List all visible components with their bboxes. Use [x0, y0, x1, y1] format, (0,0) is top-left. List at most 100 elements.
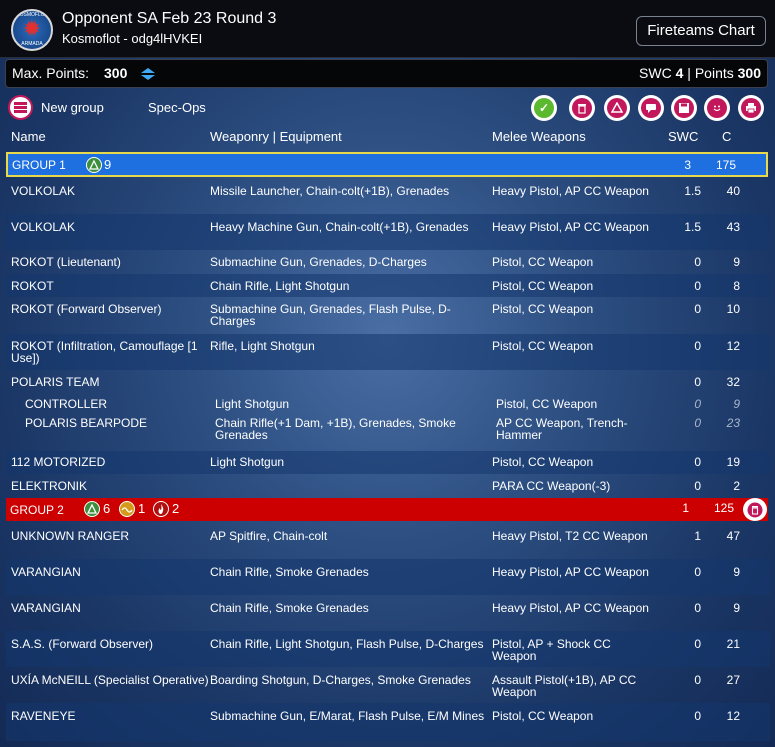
regular-order-count: 6 [103, 501, 111, 516]
triangle-order-icon[interactable] [604, 95, 630, 121]
unit-melee: Pistol, AP + Shock CC Weapon [492, 637, 611, 663]
regular-order-icon [86, 157, 102, 173]
unit-name: POLARIS TEAM [11, 375, 100, 389]
unit-name: VARANGIAN [11, 565, 81, 579]
group-swc: 1 [682, 501, 689, 515]
unit-swc: 0 [694, 397, 701, 411]
unit-melee: Heavy Pistol, AP CC Weapon [492, 220, 649, 234]
unit-name: ROKOT (Infiltration, Camouflage [1 Use]) [11, 339, 198, 365]
unit-name: VOLKOLAK [11, 184, 76, 198]
unit-name: ELEKTRONIK [11, 479, 88, 493]
check-icon[interactable]: ✓ [531, 95, 557, 121]
table-row[interactable]: ROKOT (Infiltration, Camouflage [1 Use])… [6, 334, 770, 370]
unit-cost: 2 [733, 479, 740, 493]
unit-name: ROKOT [11, 279, 54, 293]
table-row-subunit[interactable]: POLARIS BEARPODE Chain Rifle(+1 Dam, +1B… [6, 413, 770, 451]
delete-group-icon[interactable] [743, 498, 767, 521]
unit-melee: Heavy Pistol, T2 CC Weapon [492, 529, 648, 543]
unit-weapons: Submachine Gun, Grenades, D-Charges [210, 255, 427, 269]
unit-cost: 47 [726, 529, 740, 543]
table-row[interactable]: VOLKOLAK Missile Launcher, Chain-colt(+1… [6, 178, 770, 214]
unit-cost: 12 [726, 339, 740, 353]
save-icon[interactable] [671, 95, 697, 121]
trash-icon[interactable] [569, 95, 595, 121]
table-row[interactable]: UNKNOWN RANGER AP Spitfire, Chain-colt H… [6, 523, 770, 559]
unit-cost: 12 [726, 709, 740, 723]
unit-weapons: Chain Rifle, Smoke Grenades [210, 601, 369, 615]
new-group-icon[interactable] [8, 95, 33, 120]
unit-cost: 23 [726, 416, 740, 430]
table-row[interactable]: VOLKOLAK Heavy Machine Gun, Chain-colt(+… [6, 214, 770, 250]
col-name-header: Name [11, 129, 46, 144]
toolbar: New group Spec-Ops ✓ [0, 92, 775, 124]
unit-swc: 0 [694, 479, 701, 493]
col-melee-header: Melee Weapons [492, 129, 586, 144]
unit-swc: 0 [694, 302, 701, 316]
table-row-subunit[interactable]: CONTROLLER Light Shotgun Pistol, CC Weap… [6, 393, 770, 413]
group-2-header[interactable]: GROUP 2 6 1 2 1 125 [6, 498, 768, 521]
unit-swc: 0 [694, 255, 701, 269]
list-title: Opponent SA Feb 23 Round 3 [62, 10, 277, 27]
points-total: 300 [737, 65, 761, 81]
unit-weapons: Missile Launcher, Chain-colt(+1B), Grena… [210, 184, 450, 198]
new-group-button[interactable]: New group [41, 100, 104, 115]
unit-swc: 0 [694, 375, 701, 389]
unit-melee: Pistol, CC Weapon [492, 455, 594, 469]
table-row[interactable]: UXÍA McNEILL (Specialist Operative) Boar… [6, 667, 770, 703]
unit-name: RAVENEYE [11, 709, 76, 723]
unit-cost: 40 [726, 184, 740, 198]
unit-cost: 21 [726, 637, 740, 651]
table-row[interactable]: RAVENEYE Submachine Gun, E/Marat, Flash … [6, 703, 770, 741]
unit-melee: Pistol, CC Weapon [496, 397, 598, 411]
unit-melee: Pistol, CC Weapon [492, 339, 594, 353]
unit-swc: 1.5 [684, 184, 701, 198]
unit-name: POLARIS BEARPODE [25, 416, 148, 430]
table-row[interactable]: ROKOT (Lieutenant) Submachine Gun, Grena… [6, 250, 770, 274]
max-points-value: 300 [104, 65, 128, 81]
smiley-icon[interactable] [704, 95, 730, 121]
unit-swc: 0 [694, 455, 701, 469]
unit-swc: 0 [694, 637, 701, 651]
unit-weapons: Submachine Gun, E/Marat, Flash Pulse, E/… [210, 709, 485, 723]
chat-icon[interactable] [638, 95, 664, 121]
swc-points-summary: SWC 4 | Points 300 [639, 65, 761, 81]
irregular-order-count: 1 [138, 501, 146, 516]
unit-weapons: Rifle, Light Shotgun [210, 339, 315, 353]
group-1-header[interactable]: GROUP 1 9 3 175 [6, 152, 768, 177]
unit-name: CONTROLLER [25, 397, 108, 411]
unit-name: S.A.S. (Forward Observer) [11, 637, 154, 651]
unit-weapons: Chain Rifle, Smoke Grenades [210, 565, 369, 579]
spec-ops-button[interactable]: Spec-Ops [148, 100, 206, 115]
table-row[interactable]: ROKOT Chain Rifle, Light Shotgun Pistol,… [6, 274, 770, 297]
unit-melee: AP CC Weapon, Trench-Hammer [496, 416, 628, 442]
swc-total: 4 [675, 65, 684, 81]
unit-melee: Pistol, CC Weapon [492, 302, 594, 316]
unit-weapons: Chain Rifle(+1 Dam, +1B), Grenades, Smok… [215, 416, 456, 442]
table-row[interactable]: ELEKTRONIK PARA CC Weapon(-3) 0 2 [6, 474, 770, 497]
max-points-stepper-icon[interactable] [138, 66, 158, 82]
irregular-order-icon [119, 501, 135, 517]
unit-swc: 0 [694, 565, 701, 579]
table-row[interactable]: POLARIS TEAM 0 32 [6, 370, 770, 393]
table-row[interactable]: ROKOT (Forward Observer) Submachine Gun,… [6, 297, 770, 334]
col-weaponry-header: Weaponry | Equipment [210, 129, 342, 144]
table-row[interactable]: VARANGIAN Chain Rifle, Smoke Grenades He… [6, 595, 770, 631]
table-row[interactable]: S.A.S. (Forward Observer) Chain Rifle, L… [6, 631, 770, 667]
app-header: KOSMOFLOT ✹ ARMADA Opponent SA Feb 23 Ro… [0, 0, 775, 58]
unit-cost: 9 [733, 601, 740, 615]
unit-cost: 8 [733, 279, 740, 293]
regular-order-icon [84, 501, 100, 517]
unit-name: VARANGIAN [11, 601, 81, 615]
table-row[interactable]: 112 MOTORIZED Light Shotgun Pistol, CC W… [6, 451, 770, 474]
logo-top-text: KOSMOFLOT [16, 12, 48, 18]
unit-weapons: Light Shotgun [215, 397, 290, 411]
unit-cost: 9 [733, 565, 740, 579]
print-icon[interactable] [738, 95, 764, 121]
unit-cost: 9 [733, 255, 740, 269]
table-row[interactable]: VARANGIAN Chain Rifle, Smoke Grenades He… [6, 559, 770, 595]
fireteams-chart-button[interactable]: Fireteams Chart [636, 16, 766, 46]
unit-melee: Heavy Pistol, AP CC Weapon [492, 565, 649, 579]
unit-weapons: Heavy Machine Gun, Chain-colt(+1B), Gren… [210, 220, 469, 234]
group-cost: 125 [713, 501, 734, 515]
army-logo-icon: KOSMOFLOT ✹ ARMADA [11, 9, 53, 51]
